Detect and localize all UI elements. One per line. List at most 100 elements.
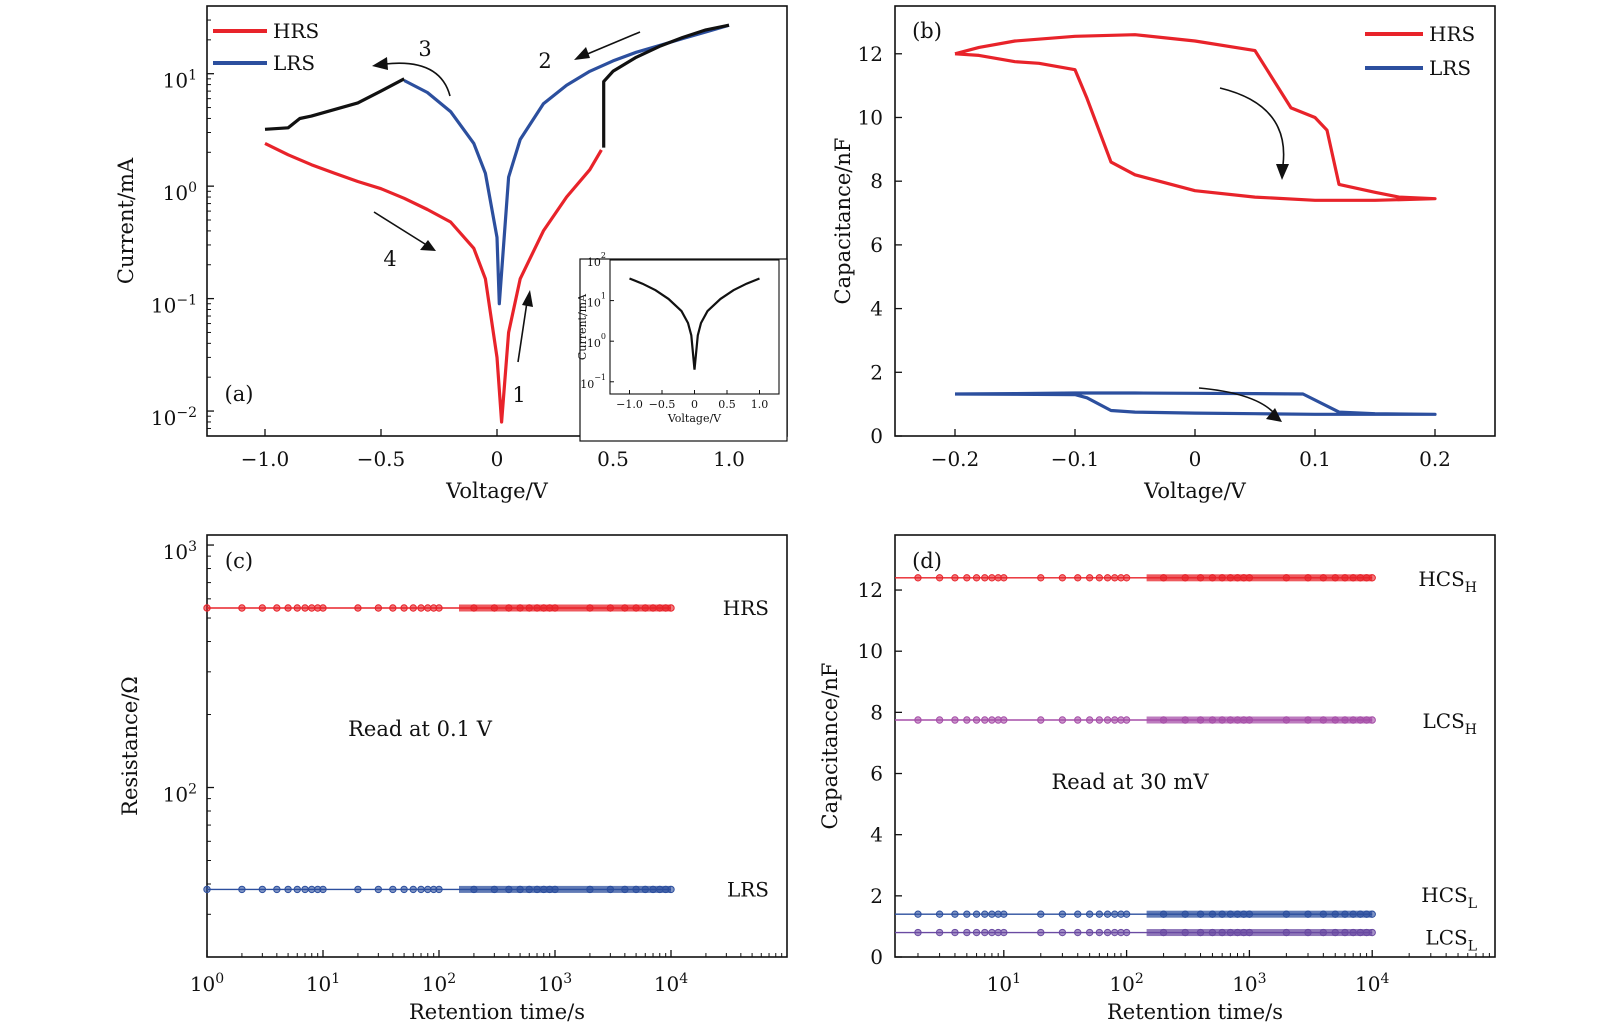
panel-c-point-lrs xyxy=(400,885,408,894)
panel-d-point-lcs-l xyxy=(1058,928,1067,937)
panel-b-xtick-label: −0.1 xyxy=(1051,447,1100,471)
panel-a-ytick-label: 10−2 xyxy=(151,405,197,430)
panel-d-point-lcs-h xyxy=(1095,716,1104,724)
panel-a-arrow-3-head xyxy=(372,57,388,70)
panel-d-point-hcs-h xyxy=(935,574,944,582)
panel-b-arrow-hrs xyxy=(1219,87,1285,166)
panel-c-xtick-label: 100 xyxy=(190,971,224,996)
panel-a-inset-xtick-label: 0 xyxy=(691,398,698,411)
panel-b-legend-label-lrs: LRS xyxy=(1429,56,1471,80)
panel-d-point-hcs-h xyxy=(1103,574,1112,582)
panel-c-point-hrs xyxy=(374,604,383,612)
panel-d-xtick-label: 103 xyxy=(1232,971,1266,996)
panel-d-point-lcs-l xyxy=(914,928,922,937)
panel-c-point-lrs xyxy=(238,885,246,894)
panel-a-arrow-3 xyxy=(384,62,451,97)
panel-a-legend-label-hrs: HRS xyxy=(273,19,319,43)
panel-c-dense-points-hrs xyxy=(459,604,671,612)
panel-c-point-lrs xyxy=(374,885,383,894)
panel-c-point-lrs xyxy=(203,885,211,894)
panel-b-arrow-lrs xyxy=(1198,387,1275,414)
panel-d-point-lcs-l xyxy=(1074,928,1082,937)
panel-a-inset-ytick-label: 102 xyxy=(587,251,606,269)
panel-c-point-hrs xyxy=(354,604,362,612)
panel-d-ytick-label: 6 xyxy=(870,762,883,786)
panel-a-inset-xtick-label: −0.5 xyxy=(649,398,676,411)
panel-d-point-lcs-h xyxy=(963,716,971,724)
panel-d-point-hcs-l xyxy=(1037,910,1045,918)
panel-d-point-hcs-l xyxy=(1122,910,1131,918)
panel-b-xtick-label: −0.2 xyxy=(931,447,980,471)
panel-c-xtick-label: 101 xyxy=(306,971,340,996)
panel-a-series-transition-2 xyxy=(264,77,405,131)
panel-d-point-hcs-h xyxy=(963,574,971,582)
panel-d-point-lcs-l xyxy=(1085,928,1094,937)
panel-c-point-lrs xyxy=(417,885,425,894)
panel-b-ytick-label: 0 xyxy=(870,424,883,448)
panel-c-ytick-label: 102 xyxy=(163,782,197,807)
panel-c-point-hrs xyxy=(417,604,425,612)
panel-a-inset-xtick-label: 1.0 xyxy=(751,398,769,411)
panel-c-point-lrs xyxy=(293,885,301,894)
panel-d-point-hcs-h xyxy=(1000,574,1008,582)
panel-b-ytick-label: 4 xyxy=(870,297,883,321)
panel-a-panel-label: (a) xyxy=(225,382,254,406)
panel-b-series-hrs xyxy=(954,33,1437,202)
panel-c-dense-points-lrs xyxy=(459,885,671,893)
panel-c-point-hrs xyxy=(273,604,281,612)
panel-a-arrow-2 xyxy=(584,31,641,56)
panel-b-xtick-label: 0 xyxy=(1189,447,1202,471)
panel-b-ytick-label: 8 xyxy=(870,169,883,193)
panel-c-xtick-label: 102 xyxy=(422,971,456,996)
panel-d-point-hcs-h xyxy=(1058,574,1067,582)
panel-c-xtick-label: 104 xyxy=(654,971,688,996)
panel-a-ytick-label: 10−1 xyxy=(151,293,197,318)
panel-c-point-lrs xyxy=(319,885,327,894)
panel-c-series-label-lrs: LRS xyxy=(727,877,769,901)
panel-d-xtick-label: 102 xyxy=(1109,971,1143,996)
panel-b-cv-chart: −0.2 −0.1 0 0.1 0.2 0 2 4 6 8 10 12 Voltage/V Capacit… xyxy=(831,5,1496,503)
panel-c-point-hrs xyxy=(238,604,246,612)
panel-d-point-lcs-l xyxy=(1037,928,1045,937)
panel-c-panel-label: (c) xyxy=(225,549,253,573)
panel-a-xtick-label: −1.0 xyxy=(241,447,290,471)
panel-d-dense-points-hcs-h xyxy=(1146,574,1373,582)
panel-d-point-hcs-h xyxy=(951,574,959,582)
panel-c-point-hrs xyxy=(319,604,327,612)
panel-c-resistance-retention-chart: 100 101 102 103 104 102 103 HRS LRS Read at 0.1 V… xyxy=(118,534,788,1024)
panel-d-point-hcs-l xyxy=(1111,910,1119,918)
panel-d-point-hcs-l xyxy=(1058,910,1067,918)
panel-c-annotation-read-at: Read at 0.1 V xyxy=(348,717,493,741)
panel-a-inset-frame xyxy=(579,258,788,442)
panel-a-sweep-label-3: 3 xyxy=(418,37,431,61)
panel-d-series-label-lcs-h: LCSH xyxy=(1422,709,1477,738)
panel-a-inset-y-axis-label: Current/mA xyxy=(576,293,589,360)
panel-b-x-axis-label: Voltage/V xyxy=(1143,479,1247,503)
panel-c-point-lrs xyxy=(435,885,443,894)
panel-a-arrow-4 xyxy=(373,211,426,245)
panel-c-y-axis-label: Resistance/Ω xyxy=(118,676,142,816)
panel-a-ytick-label: 100 xyxy=(163,180,197,205)
panel-c-x-axis-label: Retention time/s xyxy=(409,1000,585,1024)
panel-d-point-hcs-l xyxy=(951,910,959,918)
panel-b-ytick-label: 10 xyxy=(858,105,883,129)
panel-d-point-hcs-h xyxy=(1085,574,1094,582)
panel-d-series-label-hcs-h: HCSH xyxy=(1418,567,1477,596)
panel-c-point-lrs xyxy=(354,885,362,894)
panel-a-arrow-2-head xyxy=(574,47,590,60)
panel-c-xtick-label: 103 xyxy=(538,971,572,996)
panel-d-dense-points-lcs-l xyxy=(1146,929,1373,937)
panel-d-ytick-label: 4 xyxy=(870,823,883,847)
panel-d-point-lcs-l xyxy=(1000,928,1008,937)
panel-a-series-hrs xyxy=(264,141,603,424)
panel-a-sweep-label-1: 1 xyxy=(512,383,525,407)
panel-c-point-lrs xyxy=(389,885,397,894)
panel-d-point-lcs-h xyxy=(1058,716,1067,724)
panel-a-xtick-label: 0 xyxy=(491,447,504,471)
panel-a-inset-xtick-label: 0.5 xyxy=(718,398,736,411)
panel-d-point-hcs-h xyxy=(1111,574,1119,582)
panel-c-point-hrs xyxy=(301,604,309,612)
panel-c-point-lrs xyxy=(409,885,417,894)
panel-a-x-axis-label: Voltage/V xyxy=(445,479,549,503)
panel-a-iv-chart: −1.0 −0.5 0 0.5 1.0 10−2 10−1 100 101 Voltage/V Cu… xyxy=(114,5,788,503)
